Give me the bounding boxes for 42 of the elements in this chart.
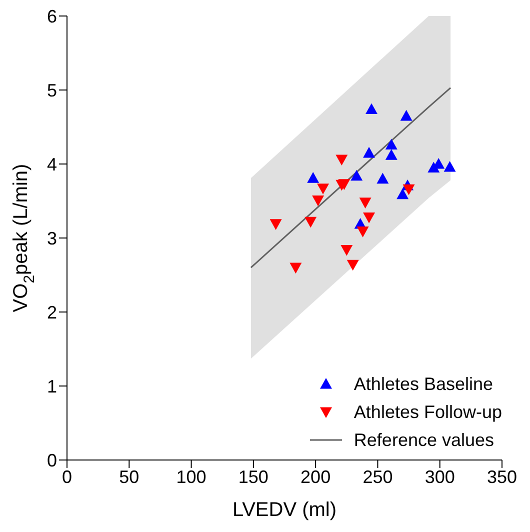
x-tick-label: 250 [362, 466, 393, 487]
point [396, 188, 409, 200]
point [356, 226, 369, 238]
point [376, 172, 389, 184]
point [346, 260, 359, 271]
x-tick-label: 300 [424, 466, 455, 487]
point [363, 146, 376, 158]
x-tick-label: 100 [176, 466, 206, 487]
point [304, 216, 317, 228]
y-tick-label: 0 [46, 450, 57, 470]
point [402, 184, 415, 196]
point [338, 179, 350, 190]
point [290, 262, 302, 274]
y-tick-label: 5 [46, 80, 57, 100]
point [336, 154, 348, 166]
point [317, 184, 330, 194]
point [359, 198, 372, 208]
x-tick-label: 150 [238, 466, 268, 487]
point [270, 219, 282, 230]
x-tick-label: 200 [300, 466, 331, 487]
point [385, 149, 398, 160]
point [400, 110, 412, 121]
point [366, 103, 378, 114]
y-tick-label: 2 [46, 302, 57, 322]
point [385, 138, 398, 150]
x-tick-label: 350 [486, 466, 518, 487]
point [340, 245, 353, 256]
point [350, 170, 363, 181]
point [444, 160, 456, 172]
y-tick-label: 6 [46, 6, 57, 26]
point [363, 212, 376, 224]
legend-label: Reference values [354, 430, 494, 450]
legend-label: Athletes Follow-up [354, 402, 502, 422]
x-axis-title: LVEDV (ml) [232, 499, 337, 521]
y-tick-label: 3 [46, 228, 57, 248]
point [307, 172, 320, 183]
x-tick-label: 0 [62, 466, 72, 487]
point [312, 195, 324, 206]
y-tick-label: 1 [46, 376, 57, 396]
y-tick-label: 4 [46, 154, 57, 174]
x-tick-label: 50 [119, 466, 140, 487]
legend-label: Athletes Baseline [354, 374, 494, 394]
